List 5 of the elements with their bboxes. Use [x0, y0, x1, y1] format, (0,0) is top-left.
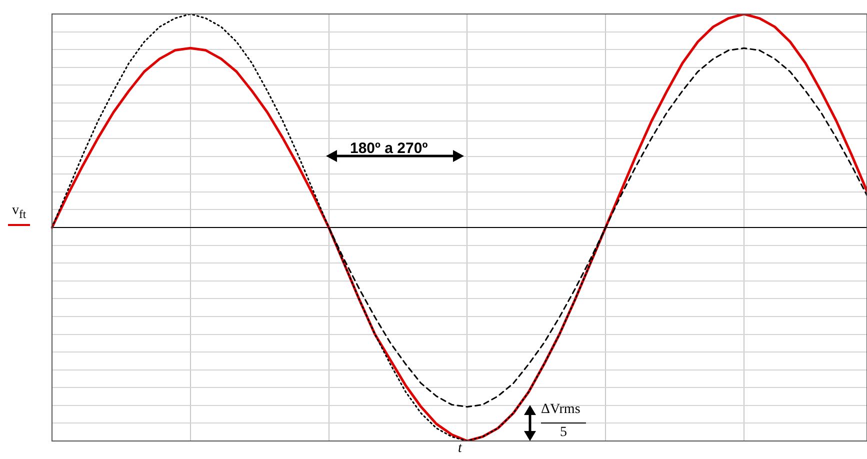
y-axis-title: v$_{ft}$ [8, 203, 30, 226]
annotation: 5 [560, 425, 567, 441]
annotation: ΔVrms [541, 402, 580, 418]
x-axis-title: t [458, 441, 462, 457]
annotation: 180º a 270º [350, 140, 428, 157]
